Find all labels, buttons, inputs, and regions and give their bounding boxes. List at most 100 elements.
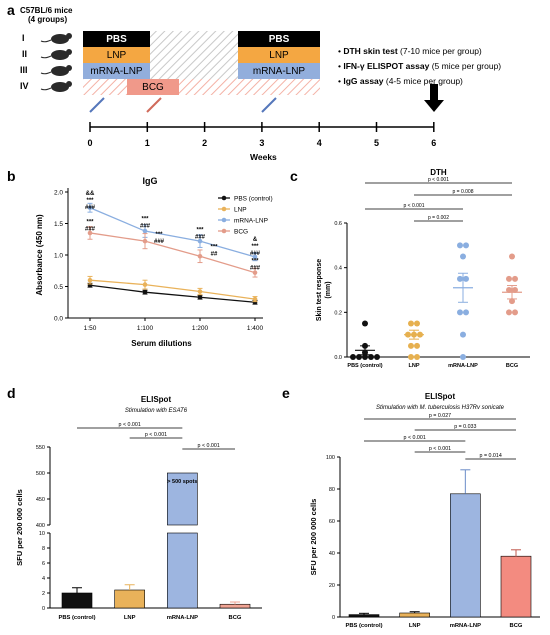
significance-mark: ### (154, 239, 165, 245)
y-tick-label: 0 (332, 615, 335, 621)
y-tick-label: 2 (42, 591, 45, 597)
x-tick-label: LNP (124, 615, 136, 621)
assay-item: • IgG assay (4-5 mice per group) (338, 76, 463, 86)
data-point (252, 299, 258, 305)
data-point (506, 287, 512, 293)
y-tick-label: 80 (329, 487, 335, 493)
y-tick-label: 0.5 (54, 284, 63, 291)
p-value-label: p < 0.001 (119, 422, 141, 428)
data-point (408, 342, 414, 349)
p-value-label: p = 0.033 (454, 424, 476, 430)
timeline-tick-label: 3 (259, 138, 264, 148)
data-point (512, 287, 518, 293)
y-tick-label: 40 (329, 551, 335, 557)
y-axis-label: Skin test response (316, 259, 323, 321)
y-tick-label: 4 (42, 576, 45, 582)
significance-mark: *** (210, 245, 218, 251)
data-point (460, 253, 466, 260)
data-point (87, 277, 93, 283)
x-tick-label: PBS (control) (347, 363, 382, 369)
timeline-tick-label: 0 (87, 138, 92, 148)
significance-mark: ### (140, 223, 151, 229)
pbs-block-week0: PBS (83, 31, 150, 47)
mrna-lnp-block-week3: mRNA-LNP (238, 63, 320, 79)
significance-mark: ### (85, 227, 96, 233)
legend-marker (221, 217, 227, 223)
timeline-tick-label: 1 (145, 138, 150, 148)
data-point (356, 354, 362, 360)
data-point (142, 228, 148, 234)
legend-label: PBS (control) (234, 196, 273, 203)
y-tick-label: 6 (42, 561, 45, 567)
y-tick-label: 100 (326, 455, 335, 461)
data-point (142, 282, 148, 287)
elispot-esat6-chart: ELISpot Stimulation with ESAT6 400 450 500 55… (15, 395, 262, 621)
p-value-label: p = 0.027 (429, 413, 451, 419)
data-point (197, 294, 203, 300)
timeline-weeks-label: Weeks (250, 152, 277, 162)
data-point (460, 331, 466, 338)
y-tick-label: 1.5 (54, 221, 63, 228)
mouse-icons (40, 33, 72, 92)
significance-mark: & (253, 237, 258, 243)
data-point (408, 354, 414, 360)
series-line (89, 279, 256, 300)
data-point (506, 309, 512, 316)
p-value-label: p = 0.008 (453, 189, 474, 195)
lnp-block-week3: LNP (238, 47, 320, 63)
y-tick-label: 400 (36, 523, 45, 529)
x-tick-label: 1:100 (137, 325, 154, 332)
y-tick-label: 1.0 (54, 253, 63, 260)
chart-title: DTH (430, 168, 447, 177)
x-tick-label: PBS (control) (58, 615, 95, 621)
bar-label: > 500 spots (167, 479, 197, 485)
significance-mark: *** (86, 220, 94, 226)
significance-mark: *** (155, 232, 163, 238)
lnp-block-week0: LNP (83, 47, 150, 63)
significance-mark: *** (86, 198, 94, 204)
bar (348, 614, 380, 618)
data-point (414, 354, 420, 360)
x-axis-label: Serum dilutions (131, 339, 192, 348)
syringe-icon (89, 97, 277, 113)
legend-marker (221, 195, 227, 201)
p-value-label: p < 0.001 (404, 435, 426, 441)
data-point (252, 270, 258, 275)
y-tick-label: 0.0 (54, 316, 63, 323)
x-tick-label: LNP (409, 363, 420, 369)
p-value-label: p < 0.001 (429, 446, 451, 452)
assay-item: • IFN-γ ELISPOT assay (5 mice per group) (338, 61, 502, 71)
data-point (142, 238, 148, 244)
significance-mark: *** (141, 216, 149, 222)
mrna-lnp-block-week0: mRNA-LNP (83, 63, 150, 79)
series-line (89, 207, 256, 258)
p-value-label: p < 0.001 (404, 203, 425, 209)
data-point (506, 275, 512, 282)
data-point (512, 275, 518, 282)
p-value-label: p < 0.001 (198, 443, 220, 449)
data-point (460, 354, 466, 360)
y-tick-label: 500 (36, 471, 45, 477)
y-tick-label: 8 (42, 546, 45, 552)
data-point (408, 320, 414, 327)
assay-item: • DTH skin test (7-10 mice per group) (338, 46, 482, 56)
significance-mark: && (86, 191, 95, 197)
p-value-label: p = 0.002 (428, 215, 449, 221)
significance-mark: ### (195, 235, 206, 241)
legend-marker (221, 206, 227, 212)
significance-mark: ### (250, 251, 261, 257)
chart-title: ELISpot (141, 395, 172, 404)
data-point (374, 354, 380, 360)
x-tick-label: mRNA-LNP (450, 623, 481, 629)
data-point (362, 354, 368, 360)
bar (114, 589, 145, 609)
data-point (457, 242, 463, 249)
y-tick-label: 20 (329, 583, 335, 589)
p-value-label: p < 0.001 (428, 177, 449, 183)
data-point (197, 253, 203, 259)
group-label-iv: IV (20, 81, 29, 91)
group-label-iii: III (20, 65, 28, 75)
chart-subtitle: Stimulation with ESAT6 (125, 408, 188, 414)
timeline-tick-label: 6 (431, 138, 436, 148)
y-tick-label: 10 (39, 531, 45, 537)
